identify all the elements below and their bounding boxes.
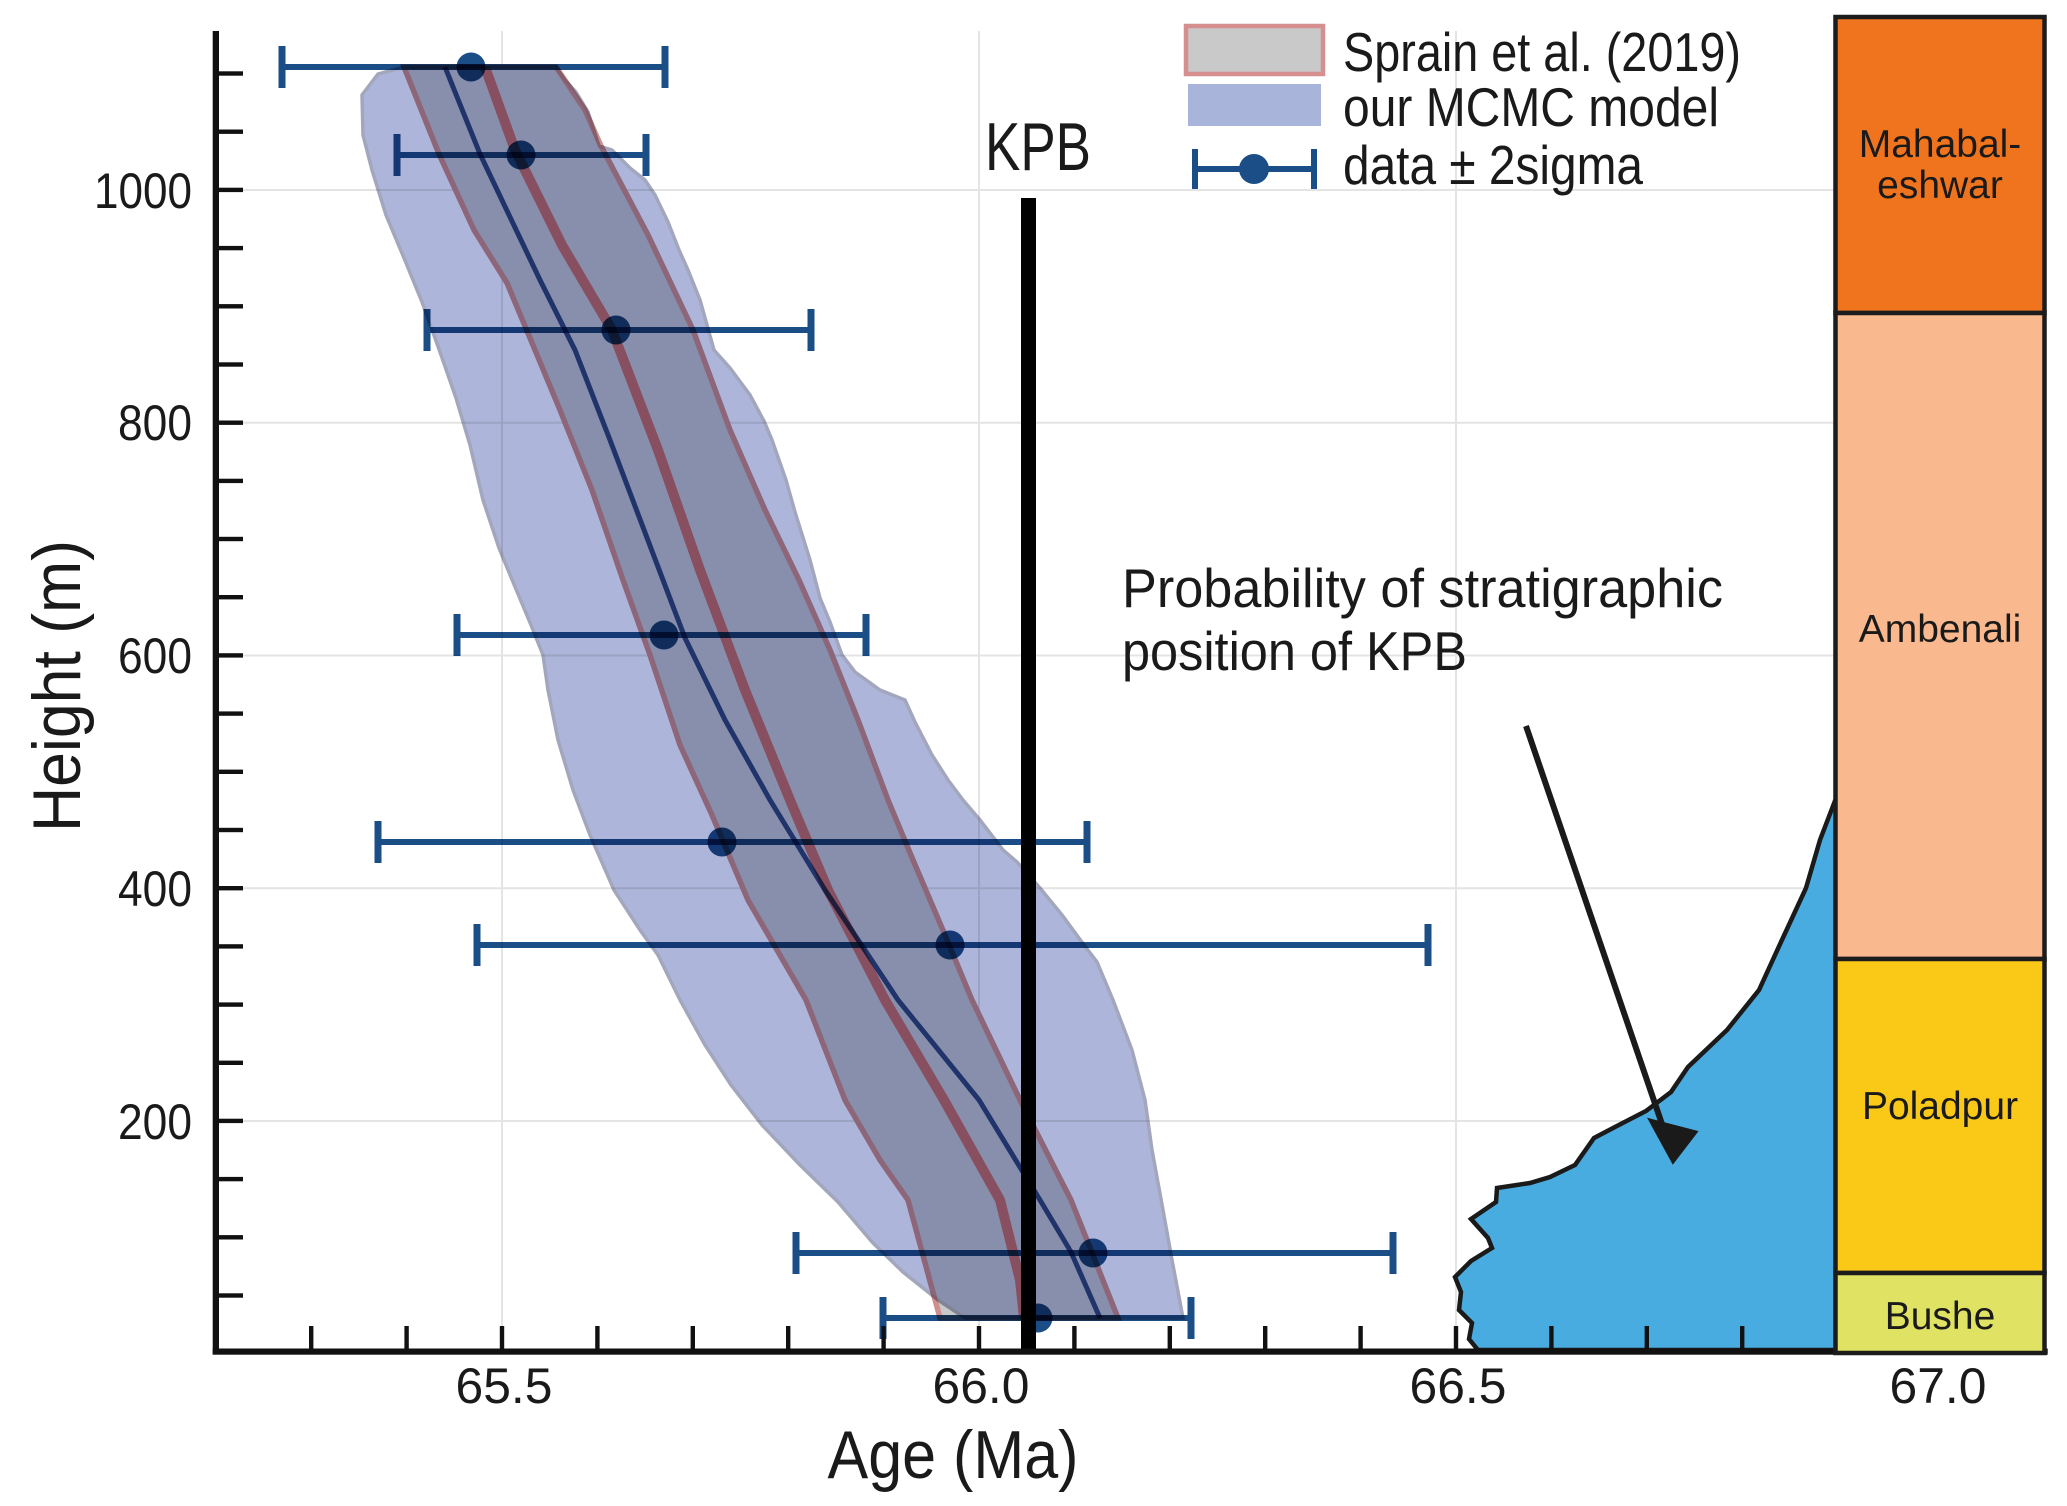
svg-text:data ± 2sigma: data ± 2sigma (1343, 134, 1643, 196)
svg-text:800: 800 (118, 395, 192, 451)
svg-text:66.5: 66.5 (1410, 1358, 1507, 1414)
svg-text:400: 400 (118, 861, 192, 917)
svg-text:Ambenali: Ambenali (1859, 608, 2022, 651)
svg-text:66.0: 66.0 (933, 1358, 1030, 1414)
svg-text:Mahabal-: Mahabal- (1859, 123, 2022, 166)
svg-text:600: 600 (118, 628, 192, 684)
svg-text:Bushe: Bushe (1885, 1295, 1996, 1338)
svg-text:KPB: KPB (985, 109, 1091, 185)
svg-text:Age (Ma): Age (Ma) (828, 1417, 1079, 1493)
svg-text:eshwar: eshwar (1877, 164, 2003, 207)
svg-text:Probability of stratigraphic: Probability of stratigraphic (1122, 557, 1723, 619)
svg-text:65.5: 65.5 (456, 1358, 553, 1414)
svg-text:Height (m): Height (m) (19, 540, 95, 832)
svg-text:1000: 1000 (94, 163, 192, 219)
svg-text:position of KPB: position of KPB (1122, 620, 1467, 682)
svg-text:Sprain et al. (2019): Sprain et al. (2019) (1343, 21, 1741, 83)
svg-text:67.0: 67.0 (1890, 1358, 1987, 1414)
svg-text:200: 200 (118, 1094, 192, 1150)
svg-text:our MCMC model: our MCMC model (1343, 76, 1719, 138)
svg-text:Poladpur: Poladpur (1862, 1085, 2018, 1128)
